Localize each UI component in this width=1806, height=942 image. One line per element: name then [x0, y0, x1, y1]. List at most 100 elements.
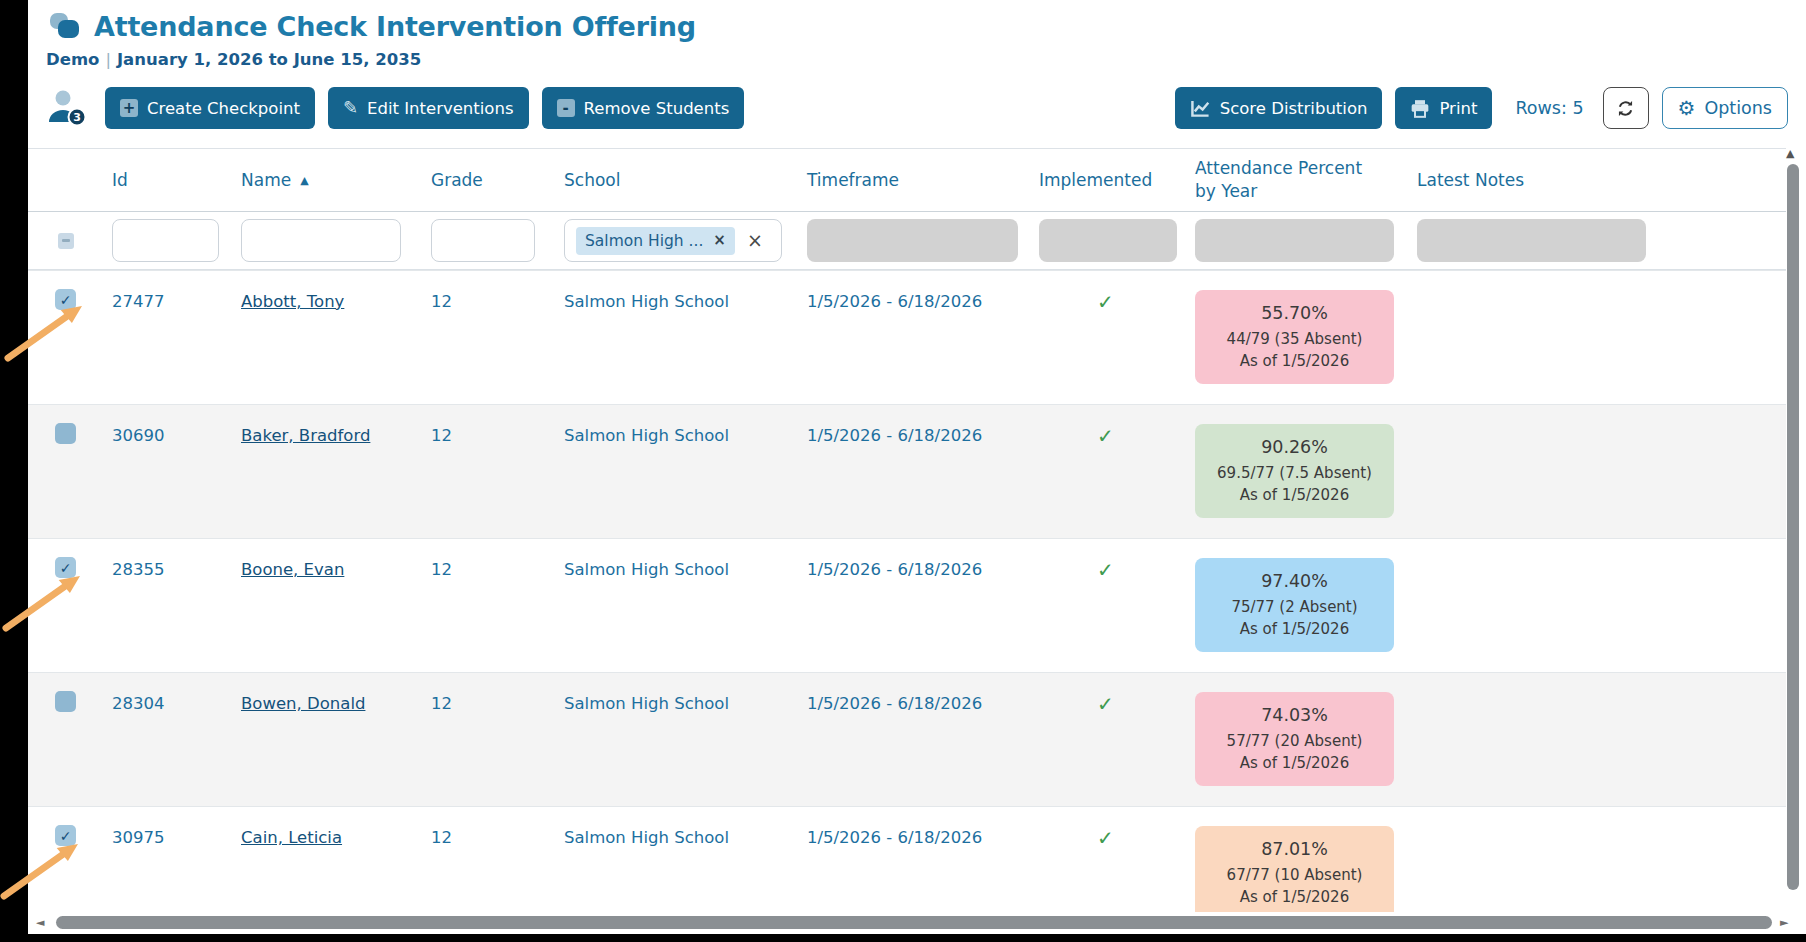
score-distribution-label: Score Distribution — [1220, 99, 1368, 118]
table-row: 28304 Bowen, Donald 12 Salmon High Schoo… — [28, 672, 1786, 806]
toolbar: 3 + Create Checkpoint ✎ Edit Interventio… — [28, 85, 1806, 131]
school-filter-chip[interactable]: Salmon High ... × — [576, 227, 735, 255]
remove-students-button[interactable]: - Remove Students — [542, 87, 745, 129]
header-grade[interactable]: Grade — [431, 170, 564, 190]
student-name-link[interactable]: Boone, Evan — [241, 560, 344, 579]
date-range: January 1, 2026 to June 15, 2035 — [117, 50, 421, 69]
filter-id-input[interactable] — [112, 219, 219, 262]
refresh-button[interactable] — [1603, 87, 1649, 129]
horizontal-scrollbar-thumb[interactable] — [56, 916, 1772, 929]
student-name-link[interactable]: Abbott, Tony — [241, 292, 344, 311]
attendance-as-of: As of 1/5/2026 — [1199, 486, 1390, 504]
filter-school-input[interactable]: Salmon High ... × × — [564, 219, 782, 262]
header-implemented[interactable]: Implemented — [1039, 170, 1195, 190]
chip-remove-icon[interactable]: × — [713, 233, 726, 248]
edit-interventions-button[interactable]: ✎ Edit Interventions — [328, 87, 529, 129]
sort-asc-icon: ▲ — [300, 174, 308, 187]
cell-latest-notes — [1417, 539, 1786, 560]
hscroll-right-arrow-icon[interactable]: ► — [1780, 916, 1788, 929]
row-checkbox[interactable]: ✓ — [55, 825, 76, 846]
table-row: 30690 Baker, Bradford 12 Salmon High Sch… — [28, 404, 1786, 538]
row-checkbox[interactable]: ✓ — [55, 557, 76, 578]
options-label: Options — [1704, 98, 1772, 118]
screen-edge-left — [0, 0, 28, 942]
filter-timeframe-disabled — [807, 219, 1018, 262]
cell-id: 30690 — [112, 405, 241, 445]
row-checkbox[interactable]: ✓ — [55, 289, 76, 310]
rows-count-label: Rows: 5 — [1515, 98, 1583, 118]
row-checkbox[interactable] — [55, 691, 76, 712]
header-school[interactable]: School — [564, 170, 807, 190]
header-latest-notes[interactable]: Latest Notes — [1417, 170, 1786, 190]
cell-id: 27477 — [112, 271, 241, 311]
cell-id: 28355 — [112, 539, 241, 579]
implemented-check-icon: ✓ — [1039, 292, 1114, 312]
cell-grade: 12 — [431, 271, 564, 311]
vertical-scrollbar-thumb[interactable] — [1787, 164, 1799, 890]
options-button[interactable]: ⚙ Options — [1662, 87, 1788, 129]
cell-school: Salmon High School — [564, 405, 807, 445]
implemented-check-icon: ✓ — [1039, 694, 1114, 714]
attendance-percent: 55.70% — [1199, 303, 1390, 323]
student-name-link[interactable]: Baker, Bradford — [241, 426, 370, 445]
student-name-link[interactable]: Cain, Leticia — [241, 828, 342, 847]
create-checkpoint-button[interactable]: + Create Checkpoint — [105, 87, 315, 129]
select-all-checkbox[interactable] — [58, 233, 74, 249]
cell-id: 30975 — [112, 807, 241, 847]
filter-latest-notes-disabled — [1417, 219, 1646, 262]
row-checkbox[interactable] — [55, 423, 76, 444]
cell-latest-notes — [1417, 405, 1786, 426]
remove-students-label: Remove Students — [584, 99, 730, 118]
student-name-link[interactable]: Bowen, Donald — [241, 694, 365, 713]
printer-icon — [1410, 99, 1430, 118]
attendance-percent: 87.01% — [1199, 839, 1390, 859]
chart-line-icon — [1190, 99, 1211, 118]
implemented-check-icon: ✓ — [1039, 828, 1114, 848]
attendance-badge: 97.40% 75/77 (2 Absent) As of 1/5/2026 — [1195, 558, 1394, 652]
table-row: ✓ 28355 Boone, Evan 12 Salmon High Schoo… — [28, 538, 1786, 672]
attendance-intervention-screen: Attendance Check Intervention Offering D… — [0, 0, 1806, 942]
selected-students-icon: 3 — [46, 88, 90, 128]
filter-name-input[interactable] — [241, 219, 401, 262]
cell-timeframe: 1/5/2026 - 6/18/2026 — [807, 405, 1039, 445]
page-title: Attendance Check Intervention Offering — [94, 11, 696, 42]
filter-clear-icon[interactable]: × — [747, 231, 763, 250]
pencil-icon: ✎ — [343, 99, 358, 117]
attendance-detail: 69.5/77 (7.5 Absent) — [1199, 464, 1390, 482]
selected-count-badge: 3 — [73, 111, 81, 124]
cell-id: 28304 — [112, 673, 241, 713]
attendance-as-of: As of 1/5/2026 — [1199, 620, 1390, 638]
cell-latest-notes — [1417, 271, 1786, 292]
score-distribution-button[interactable]: Score Distribution — [1175, 87, 1383, 129]
attendance-badge: 90.26% 69.5/77 (7.5 Absent) As of 1/5/20… — [1195, 424, 1394, 518]
hscroll-left-arrow-icon[interactable]: ◄ — [36, 916, 44, 929]
attendance-percent: 97.40% — [1199, 571, 1390, 591]
print-label: Print — [1439, 99, 1477, 118]
plus-icon: + — [120, 99, 138, 117]
refresh-icon — [1615, 98, 1636, 119]
header-attendance[interactable]: Attendance Percent by Year — [1195, 157, 1417, 203]
cell-grade: 12 — [431, 673, 564, 713]
attendance-detail: 67/77 (10 Absent) — [1199, 866, 1390, 884]
attendance-badge: 87.01% 67/77 (10 Absent) As of 1/5/2026 — [1195, 826, 1394, 912]
minus-icon: - — [557, 99, 575, 117]
intervention-offering-icon — [46, 10, 82, 42]
screen-edge-bottom — [0, 934, 1806, 942]
attendance-badge: 74.03% 57/77 (20 Absent) As of 1/5/2026 — [1195, 692, 1394, 786]
header-id[interactable]: Id — [112, 170, 241, 190]
create-checkpoint-label: Create Checkpoint — [147, 99, 300, 118]
students-table: Id Name ▲ Grade School Timeframe Impleme… — [28, 148, 1786, 912]
vscroll-up-arrow-icon[interactable]: ▲ — [1786, 147, 1794, 160]
cell-timeframe: 1/5/2026 - 6/18/2026 — [807, 271, 1039, 311]
attendance-detail: 44/79 (35 Absent) — [1199, 330, 1390, 348]
table-row: ✓ 30975 Cain, Leticia 12 Salmon High Sch… — [28, 806, 1786, 912]
filter-grade-input[interactable] — [431, 219, 535, 262]
print-button[interactable]: Print — [1395, 87, 1492, 129]
table-row: ✓ 27477 Abbott, Tony 12 Salmon High Scho… — [28, 270, 1786, 404]
header-name[interactable]: Name ▲ — [241, 170, 431, 190]
cell-grade: 12 — [431, 539, 564, 579]
cell-grade: 12 — [431, 405, 564, 445]
page-header: Attendance Check Intervention Offering D… — [28, 0, 1806, 69]
header-timeframe[interactable]: Timeframe — [807, 170, 1039, 190]
filter-implemented-disabled — [1039, 219, 1177, 262]
